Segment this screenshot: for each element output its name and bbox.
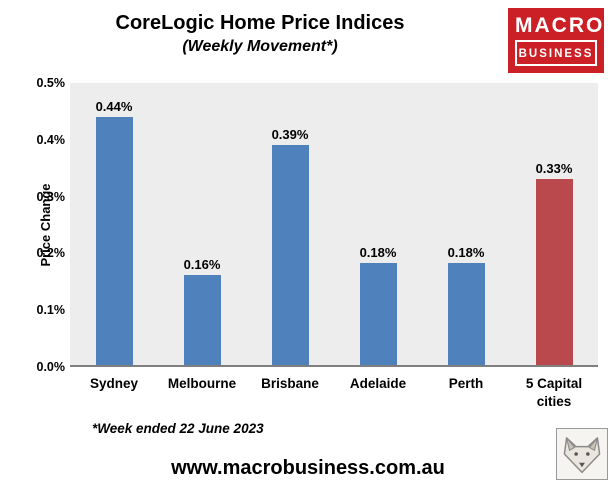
x-category-label: Sydney xyxy=(89,376,139,391)
y-tick-label: 0.4% xyxy=(36,132,66,147)
bar-value-label: 0.18% xyxy=(359,245,397,261)
y-tick-label: 0.1% xyxy=(36,303,66,318)
y-tick-label: 0.0% xyxy=(36,360,66,374)
x-category-label: Adelaide xyxy=(349,376,407,391)
chart-title: CoreLogic Home Price Indices xyxy=(115,12,405,34)
bar-adelaide xyxy=(359,263,397,365)
bar-column: 0.18% xyxy=(334,83,422,365)
title-block: CoreLogic Home Price Indices (Weekly Mov… xyxy=(12,8,508,56)
x-category-label: Melbourne xyxy=(167,376,237,391)
bar-column: 0.16% xyxy=(158,83,246,365)
y-tick-label: 0.3% xyxy=(36,189,66,204)
wolf-logo-box xyxy=(556,428,608,480)
bar-brisbane xyxy=(271,145,309,365)
y-axis-title-wrap: Price Change xyxy=(6,83,53,367)
wolf-icon xyxy=(563,437,601,474)
bar-chart: Price Change 0.0% 0.1% 0.2% 0.3% 0.4% 0.5% 0.… xyxy=(6,76,598,374)
x-axis: Sydney Melbourne Brisbane Adelaide Perth 5 Ca… xyxy=(70,375,598,411)
bar-value-label: 0.16% xyxy=(183,256,221,272)
macrobusiness-logo: MACRO BUSINESS xyxy=(508,8,604,73)
bar-perth xyxy=(447,263,485,365)
logo-business-box: BUSINESS xyxy=(515,40,597,66)
bar-column: 0.44% xyxy=(70,83,158,365)
bar-melbourne xyxy=(183,274,221,365)
site-url: www.macrobusiness.com.au xyxy=(171,457,445,479)
bar-value-label: 0.33% xyxy=(535,160,573,176)
header: CoreLogic Home Price Indices (Weekly Mov… xyxy=(0,0,616,73)
logo-text-business: BUSINESS xyxy=(518,48,594,60)
bar-column: 0.39% xyxy=(246,83,334,365)
footer: www.macrobusiness.com.au xyxy=(0,428,616,480)
bar-value-label: 0.39% xyxy=(271,127,309,143)
chart-subtitle: (Weekly Movement*) xyxy=(182,38,338,55)
logo-text-macro: MACRO xyxy=(515,14,605,37)
bar-5-capital-cities xyxy=(535,178,573,365)
bar-column: 0.33% xyxy=(510,83,598,365)
y-tick-label: 0.2% xyxy=(36,246,66,261)
bar-sydney xyxy=(95,116,133,365)
bar-column: 0.18% xyxy=(422,83,510,365)
y-axis: 0.0% 0.1% 0.2% 0.3% 0.4% 0.5% xyxy=(26,76,70,374)
bar-value-label: 0.18% xyxy=(447,245,485,261)
x-category-label: Brisbane xyxy=(261,376,319,391)
y-tick-label: 0.5% xyxy=(36,76,66,90)
x-category-label: Perth xyxy=(448,376,484,391)
plot-area: 0.44% 0.16% 0.39% 0.18% 0.18% 0.33% xyxy=(70,83,598,367)
footnote: *Week ended 22 June 2023 xyxy=(92,421,264,437)
x-category-label: 5 Capital cities xyxy=(525,376,583,410)
bar-value-label: 0.44% xyxy=(95,98,133,114)
